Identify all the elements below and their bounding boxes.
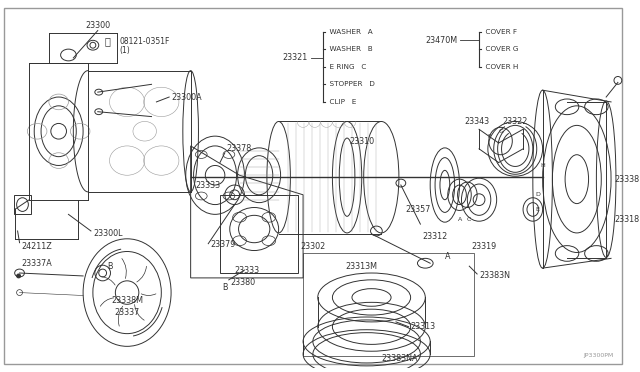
- Text: (1): (1): [119, 46, 130, 55]
- Text: 23380: 23380: [231, 278, 256, 287]
- Bar: [220, 195, 298, 273]
- Text: 23300L: 23300L: [93, 230, 122, 238]
- Text: A: A: [445, 252, 451, 261]
- Text: 23313: 23313: [411, 322, 436, 331]
- Text: 23383N: 23383N: [479, 272, 510, 280]
- Text: 23310: 23310: [349, 137, 374, 145]
- Text: 23343: 23343: [465, 117, 490, 126]
- Text: 24211Z: 24211Z: [22, 242, 52, 251]
- Text: 23319: 23319: [471, 242, 497, 251]
- Text: COVER H: COVER H: [481, 64, 518, 70]
- Text: 23383NA: 23383NA: [381, 353, 418, 363]
- Text: 23337: 23337: [115, 308, 140, 317]
- Text: WASHER   A: WASHER A: [324, 29, 372, 35]
- Text: 23321: 23321: [283, 54, 308, 62]
- Text: 23312: 23312: [422, 232, 448, 241]
- Text: 23379: 23379: [210, 240, 236, 249]
- Text: JP3300PM: JP3300PM: [584, 353, 614, 358]
- Bar: [303, 253, 474, 356]
- Text: CLIP   E: CLIP E: [324, 99, 356, 105]
- Text: 23313M: 23313M: [346, 262, 378, 271]
- Text: E: E: [536, 207, 540, 212]
- Text: 23378: 23378: [227, 144, 252, 153]
- Text: WASHER   B: WASHER B: [324, 46, 372, 52]
- Text: C: C: [467, 217, 472, 222]
- Text: STOPPER   D: STOPPER D: [324, 81, 374, 87]
- Text: 23337A: 23337A: [22, 259, 52, 268]
- Text: 08121-0351F: 08121-0351F: [119, 37, 170, 46]
- Text: 23302: 23302: [300, 242, 326, 251]
- Text: 23357: 23357: [406, 205, 431, 214]
- Text: COVER G: COVER G: [481, 46, 518, 52]
- Text: H: H: [540, 163, 545, 168]
- Text: 23300: 23300: [85, 21, 110, 30]
- Text: 23338: 23338: [614, 175, 639, 184]
- Text: 23333: 23333: [235, 266, 260, 275]
- Text: 23470M: 23470M: [426, 36, 458, 45]
- Text: 23318: 23318: [614, 215, 639, 224]
- Text: Ⓑ: Ⓑ: [104, 36, 111, 46]
- Text: E RING   C: E RING C: [324, 64, 366, 70]
- Text: COVER F: COVER F: [481, 29, 517, 35]
- Text: B: B: [222, 283, 228, 292]
- Text: F: F: [487, 134, 491, 139]
- Bar: [13, 195, 31, 214]
- Text: A: A: [458, 217, 463, 222]
- Text: G: G: [498, 129, 503, 134]
- Text: 23333: 23333: [196, 180, 221, 189]
- Text: 23338M: 23338M: [111, 296, 143, 305]
- Text: B: B: [107, 262, 112, 271]
- Text: D: D: [535, 192, 540, 197]
- Text: 23322: 23322: [502, 117, 528, 126]
- Ellipse shape: [17, 274, 20, 278]
- Text: 23300A: 23300A: [171, 93, 202, 102]
